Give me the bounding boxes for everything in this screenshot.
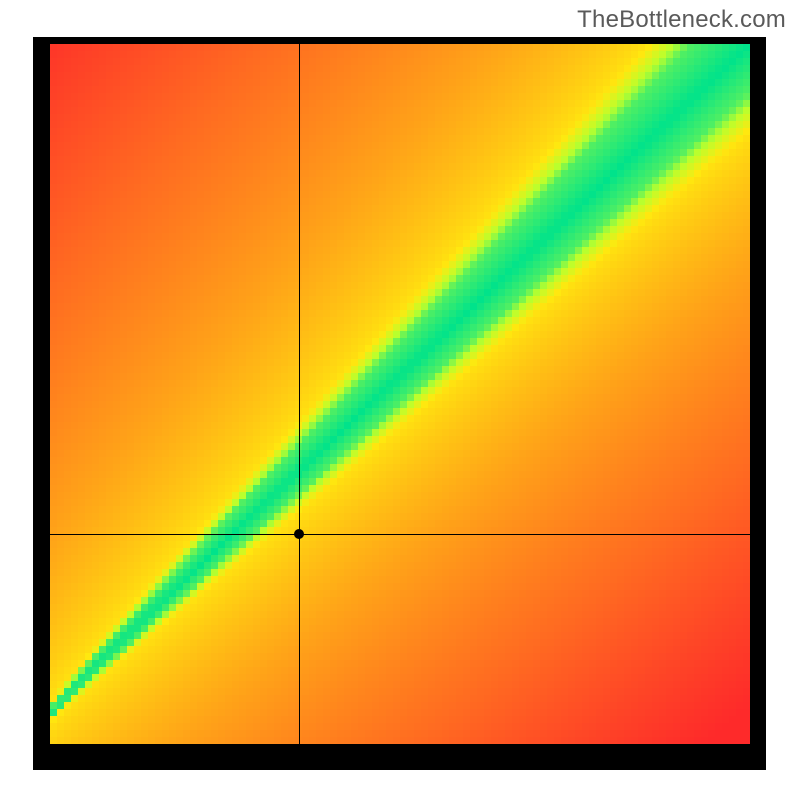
data-point-marker	[294, 529, 304, 539]
plot-border	[33, 37, 766, 770]
heatmap-chart	[50, 44, 750, 744]
watermark-text: TheBottleneck.com	[577, 6, 786, 34]
heatmap-canvas	[50, 44, 750, 744]
crosshair-vertical	[299, 44, 300, 744]
crosshair-horizontal	[50, 534, 750, 535]
